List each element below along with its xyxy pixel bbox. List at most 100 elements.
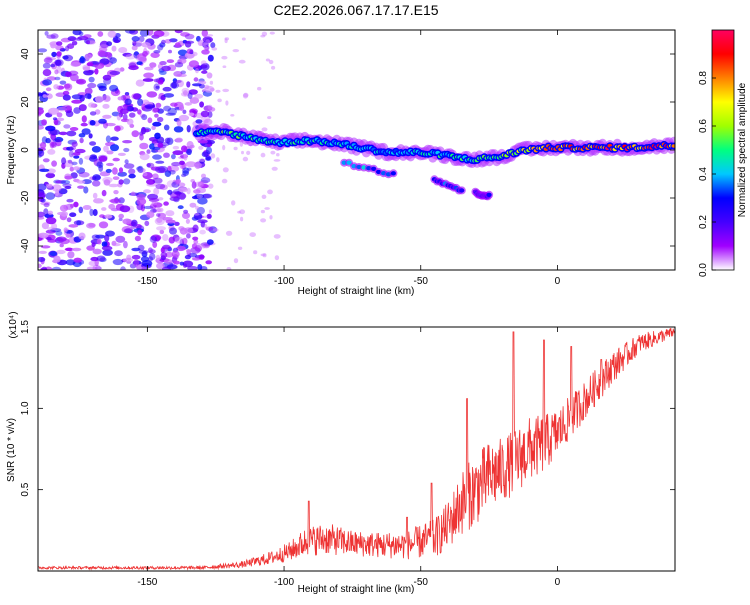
noise-blob <box>192 83 202 87</box>
noise-blob <box>65 71 72 78</box>
noise-blob <box>63 227 68 233</box>
noise-blob <box>133 259 140 267</box>
noise-blob <box>94 68 99 75</box>
noise-blob <box>239 141 244 147</box>
noise-blob <box>76 220 82 226</box>
noise-blob <box>184 33 195 40</box>
noise-blob <box>224 38 228 44</box>
noise-blob <box>85 54 93 59</box>
noise-blob <box>62 55 69 60</box>
noise-blob <box>165 251 174 258</box>
spectrogram-x-label: Height of straight line (km) <box>298 286 415 297</box>
noise-blob <box>63 124 71 129</box>
noise-blob <box>192 224 199 232</box>
noise-blob <box>84 93 92 99</box>
noise-blob <box>104 214 113 219</box>
noise-blob <box>92 209 98 216</box>
noise-blob <box>186 81 191 88</box>
colorbar: 0.0 0.2 0.4 0.6 0.8 Normalized spectral ampl… <box>698 29 748 277</box>
noise-blob <box>67 159 73 164</box>
noise-blob <box>76 180 86 184</box>
noise-blob <box>222 167 229 173</box>
noise-blob <box>94 62 105 69</box>
noise-blob <box>60 180 71 185</box>
noise-blob <box>146 211 155 219</box>
noise-blob <box>67 36 77 42</box>
noise-blob <box>260 152 266 158</box>
noise-blob <box>225 100 229 106</box>
noise-blob <box>70 61 81 67</box>
colorbar-tick-label: 0.6 <box>698 119 709 133</box>
noise-blob <box>171 154 176 160</box>
noise-blob <box>92 61 101 65</box>
noise-blob <box>83 186 89 194</box>
noise-blob <box>211 47 218 51</box>
noise-blob <box>82 66 91 71</box>
noise-blob <box>98 118 107 124</box>
noise-blob <box>179 160 185 165</box>
noise-blob <box>83 34 92 39</box>
noise-blob <box>85 40 91 45</box>
noise-blob <box>180 70 186 75</box>
noise-blob <box>142 172 148 177</box>
noise-blob <box>154 132 161 139</box>
noise-blob <box>73 166 80 171</box>
noise-blob <box>197 219 208 224</box>
x-tick-label: -50 <box>414 577 429 588</box>
noise-blob <box>195 68 199 74</box>
noise-blob <box>141 114 148 121</box>
noise-blob <box>78 232 86 240</box>
noise-blob <box>198 158 206 162</box>
noise-blob <box>139 133 144 141</box>
snr-y-multiplier: (x10⁴) <box>8 311 19 338</box>
noise-blob <box>196 193 203 199</box>
noise-blob <box>38 263 42 268</box>
noise-blob <box>221 55 228 60</box>
noise-blob <box>146 149 151 154</box>
noise-blob <box>201 245 206 249</box>
noise-blob <box>201 30 208 37</box>
noise-blob <box>122 52 132 57</box>
noise-blob <box>58 131 68 136</box>
noise-blob <box>230 114 235 117</box>
noise-blob <box>43 57 53 64</box>
noise-blob <box>185 218 190 224</box>
noise-blob <box>174 236 184 244</box>
noise-blob <box>146 91 158 98</box>
noise-blob <box>89 208 94 217</box>
noise-blob <box>91 146 101 153</box>
noise-blob <box>128 112 136 118</box>
noise-blob <box>43 208 49 216</box>
noise-blob <box>152 107 158 113</box>
noise-blob <box>144 104 156 109</box>
noise-blob <box>120 266 126 270</box>
noise-blob <box>81 128 91 135</box>
noise-blob <box>105 135 111 143</box>
noise-blob <box>42 94 47 98</box>
noise-blob <box>124 30 136 34</box>
noise-blob <box>78 104 87 112</box>
noise-blob <box>164 137 171 144</box>
noise-blob <box>150 234 162 242</box>
noise-blob <box>71 99 82 104</box>
noise-blob <box>117 152 126 156</box>
noise-blob <box>123 163 135 169</box>
noise-blob <box>45 172 56 179</box>
noise-blob <box>48 107 59 115</box>
noise-blob <box>117 96 124 101</box>
noise-blob <box>47 149 56 155</box>
noise-blob <box>202 193 213 199</box>
noise-blob <box>178 114 190 122</box>
noise-blob <box>155 160 165 164</box>
noise-blob <box>184 227 194 234</box>
noise-blob <box>178 104 185 111</box>
noise-blob <box>104 51 112 58</box>
noise-blob <box>152 146 161 151</box>
noise-blob <box>103 145 109 153</box>
noise-blob <box>42 79 52 86</box>
noise-blob <box>241 37 246 41</box>
noise-blob <box>178 192 186 200</box>
noise-blob <box>126 118 134 126</box>
noise-blob <box>45 87 52 92</box>
noise-blob <box>111 45 117 52</box>
